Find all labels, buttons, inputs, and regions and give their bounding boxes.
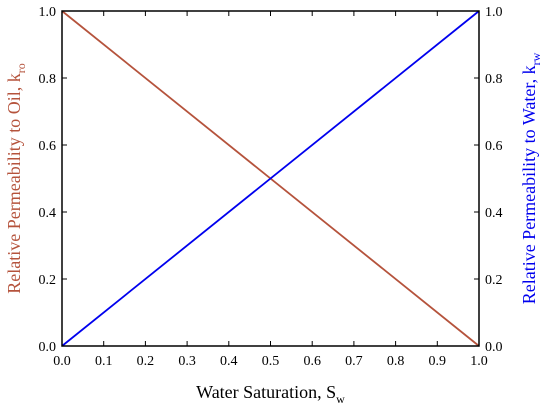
y-tick-label-right: 0.0 [485,340,503,355]
x-tick-label: 0.2 [137,354,155,369]
y-tick-label-right: 0.2 [485,273,503,288]
left-y-axis-title-main: Relative Permeability to Oil, k [4,73,24,293]
y-tick-label-left: 0.2 [39,273,57,288]
series-layer [61,10,480,347]
right-y-axis-title-sub: rw [529,52,543,65]
x-tick-label: 0.9 [429,354,447,369]
x-tick-label: 0.6 [303,354,321,369]
y-tick-label-right: 0.4 [485,206,503,221]
y-tick-label-left: 1.0 [39,5,57,20]
x-tick-label: 0.1 [95,354,113,369]
y-tick-label-right: 0.8 [485,72,503,87]
y-tick-label-right: 0.6 [485,139,503,154]
x-tick-label: 0.8 [387,354,405,369]
x-tick-label: 0.7 [345,354,363,369]
y-tick-label-left: 0.4 [39,206,57,221]
x-tick-label: 0.3 [178,354,196,369]
right-y-axis-title: Relative Permeability to Water, krw [519,52,543,304]
right-y-axis-title-main: Relative Permeability to Water, k [519,65,539,304]
left-y-axis-title: Relative Permeability to Oil, kro [4,63,28,293]
y-tick-label-left: 0.6 [39,139,57,154]
y-tick-label-left: 0.0 [39,340,57,355]
x-tick-label: 0.0 [53,354,71,369]
y-tick-label-left: 0.8 [39,72,57,87]
x-tick-label: 0.5 [262,354,280,369]
water-permeability-line [61,10,480,347]
y-tick-label-right: 1.0 [485,5,503,20]
x-axis-title: Water Saturation, Sw [196,382,345,406]
x-tick-label: 0.4 [220,354,238,369]
x-axis-title-sub: w [336,392,345,406]
left-y-axis-title-sub: ro [14,63,28,73]
x-axis-title-main: Water Saturation, S [196,382,336,402]
x-tick-label: 1.0 [470,354,488,369]
ticks-layer: 0.0 0.1 0.2 0.3 0.4 0.5 0.6 0.7 0.8 0.9 1.00.0 0.00… [39,5,503,369]
